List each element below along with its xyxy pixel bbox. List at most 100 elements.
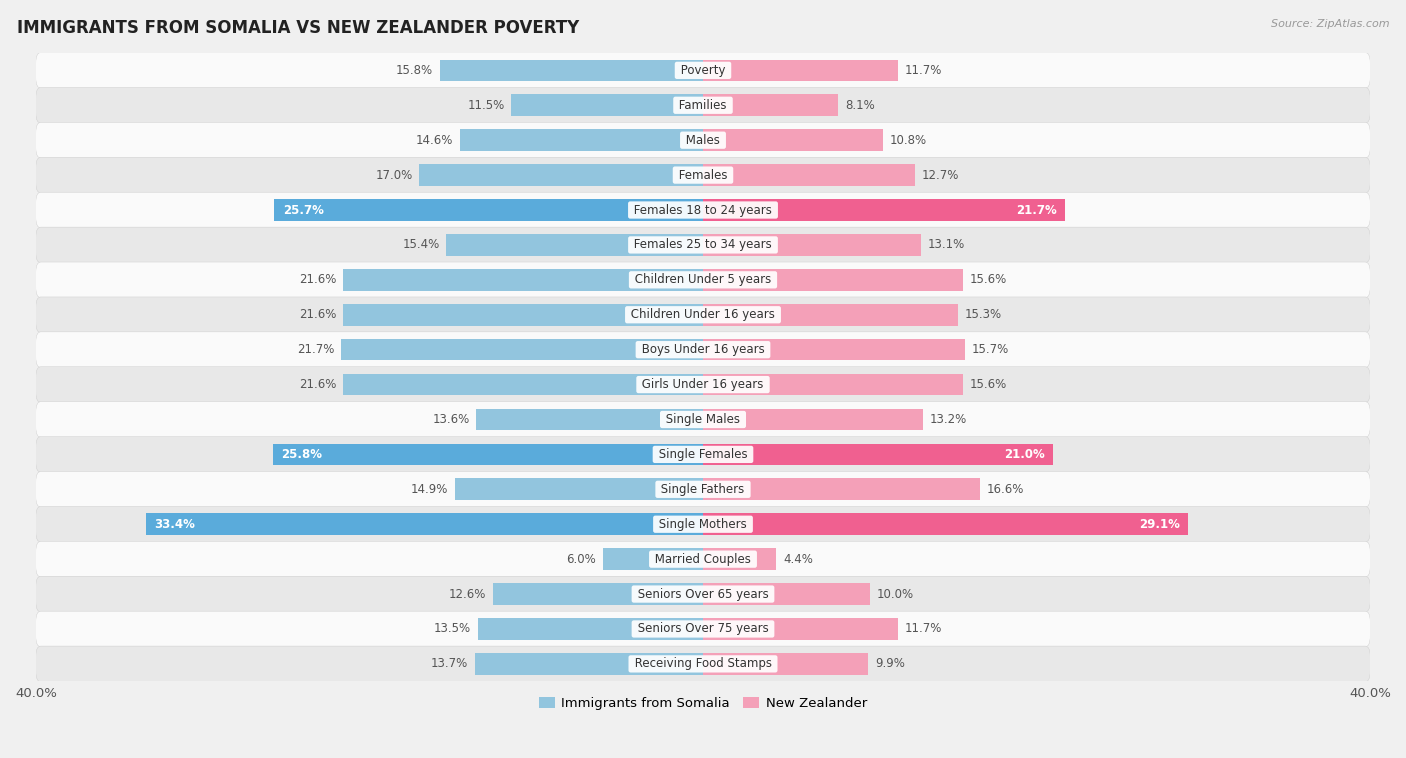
Text: Receiving Food Stamps: Receiving Food Stamps bbox=[631, 657, 775, 670]
Text: Single Females: Single Females bbox=[655, 448, 751, 461]
Text: 14.6%: 14.6% bbox=[416, 133, 453, 147]
FancyBboxPatch shape bbox=[35, 506, 1371, 542]
Bar bbox=[703, 130, 883, 151]
FancyBboxPatch shape bbox=[35, 402, 1371, 437]
Text: 10.0%: 10.0% bbox=[876, 587, 914, 600]
Bar bbox=[273, 443, 703, 465]
Text: Poverty: Poverty bbox=[676, 64, 730, 77]
Bar bbox=[460, 130, 703, 151]
Bar bbox=[703, 653, 868, 675]
FancyBboxPatch shape bbox=[35, 87, 1371, 123]
Text: Children Under 5 years: Children Under 5 years bbox=[631, 274, 775, 287]
Bar bbox=[494, 583, 703, 605]
Bar bbox=[440, 60, 703, 81]
Text: 11.5%: 11.5% bbox=[467, 99, 505, 111]
Text: Males: Males bbox=[682, 133, 724, 147]
Text: 16.6%: 16.6% bbox=[987, 483, 1024, 496]
Legend: Immigrants from Somalia, New Zealander: Immigrants from Somalia, New Zealander bbox=[534, 692, 872, 716]
Text: 21.7%: 21.7% bbox=[1015, 203, 1056, 217]
Text: 25.7%: 25.7% bbox=[283, 203, 323, 217]
Text: Females 25 to 34 years: Females 25 to 34 years bbox=[630, 239, 776, 252]
Text: Seniors Over 75 years: Seniors Over 75 years bbox=[634, 622, 772, 635]
Text: 15.3%: 15.3% bbox=[965, 309, 1002, 321]
Text: Single Males: Single Males bbox=[662, 413, 744, 426]
Text: 21.6%: 21.6% bbox=[298, 274, 336, 287]
Text: Girls Under 16 years: Girls Under 16 years bbox=[638, 378, 768, 391]
Text: 21.0%: 21.0% bbox=[1004, 448, 1045, 461]
Text: 15.6%: 15.6% bbox=[970, 274, 1007, 287]
Text: Children Under 16 years: Children Under 16 years bbox=[627, 309, 779, 321]
FancyBboxPatch shape bbox=[35, 52, 1371, 88]
Bar bbox=[703, 618, 898, 640]
Bar bbox=[703, 548, 776, 570]
Bar bbox=[703, 60, 898, 81]
Text: 14.9%: 14.9% bbox=[411, 483, 449, 496]
Text: 21.6%: 21.6% bbox=[298, 378, 336, 391]
Bar bbox=[703, 513, 1188, 535]
Text: 9.9%: 9.9% bbox=[875, 657, 904, 670]
Bar bbox=[703, 374, 963, 396]
FancyBboxPatch shape bbox=[35, 158, 1371, 193]
Bar bbox=[446, 234, 703, 255]
Bar bbox=[703, 339, 965, 361]
Text: Single Mothers: Single Mothers bbox=[655, 518, 751, 531]
FancyBboxPatch shape bbox=[35, 541, 1371, 577]
Text: 29.1%: 29.1% bbox=[1139, 518, 1180, 531]
Text: 17.0%: 17.0% bbox=[375, 168, 413, 182]
FancyBboxPatch shape bbox=[35, 227, 1371, 263]
Bar bbox=[703, 95, 838, 116]
Bar bbox=[603, 548, 703, 570]
Text: 21.6%: 21.6% bbox=[298, 309, 336, 321]
Text: 10.8%: 10.8% bbox=[890, 133, 927, 147]
Text: Females: Females bbox=[675, 168, 731, 182]
Bar bbox=[419, 164, 703, 186]
Text: 33.4%: 33.4% bbox=[155, 518, 195, 531]
Text: Boys Under 16 years: Boys Under 16 years bbox=[638, 343, 768, 356]
Text: Females 18 to 24 years: Females 18 to 24 years bbox=[630, 203, 776, 217]
Bar bbox=[274, 199, 703, 221]
Bar bbox=[454, 478, 703, 500]
Text: 8.1%: 8.1% bbox=[845, 99, 875, 111]
FancyBboxPatch shape bbox=[35, 367, 1371, 402]
Bar bbox=[703, 409, 924, 431]
FancyBboxPatch shape bbox=[35, 262, 1371, 298]
Text: 11.7%: 11.7% bbox=[905, 64, 942, 77]
FancyBboxPatch shape bbox=[35, 576, 1371, 612]
Text: Source: ZipAtlas.com: Source: ZipAtlas.com bbox=[1271, 19, 1389, 29]
Text: 13.7%: 13.7% bbox=[430, 657, 468, 670]
Bar bbox=[703, 478, 980, 500]
Bar bbox=[703, 269, 963, 290]
Text: 15.6%: 15.6% bbox=[970, 378, 1007, 391]
Text: 15.8%: 15.8% bbox=[395, 64, 433, 77]
Text: 15.4%: 15.4% bbox=[402, 239, 440, 252]
Bar bbox=[703, 164, 915, 186]
Bar bbox=[512, 95, 703, 116]
Bar bbox=[703, 304, 957, 326]
Text: 12.7%: 12.7% bbox=[921, 168, 959, 182]
FancyBboxPatch shape bbox=[35, 646, 1371, 681]
FancyBboxPatch shape bbox=[35, 193, 1371, 228]
FancyBboxPatch shape bbox=[35, 437, 1371, 472]
Bar bbox=[475, 653, 703, 675]
Text: Single Fathers: Single Fathers bbox=[658, 483, 748, 496]
Text: 13.6%: 13.6% bbox=[432, 413, 470, 426]
Bar bbox=[146, 513, 703, 535]
Text: 21.7%: 21.7% bbox=[297, 343, 335, 356]
Text: Seniors Over 65 years: Seniors Over 65 years bbox=[634, 587, 772, 600]
Bar bbox=[477, 409, 703, 431]
FancyBboxPatch shape bbox=[35, 332, 1371, 368]
Bar bbox=[703, 583, 870, 605]
Text: 13.5%: 13.5% bbox=[434, 622, 471, 635]
Text: 11.7%: 11.7% bbox=[905, 622, 942, 635]
Bar bbox=[703, 199, 1064, 221]
FancyBboxPatch shape bbox=[35, 122, 1371, 158]
FancyBboxPatch shape bbox=[35, 471, 1371, 507]
Bar bbox=[342, 339, 703, 361]
Text: 6.0%: 6.0% bbox=[567, 553, 596, 565]
FancyBboxPatch shape bbox=[35, 611, 1371, 647]
Bar bbox=[478, 618, 703, 640]
Text: Married Couples: Married Couples bbox=[651, 553, 755, 565]
Bar bbox=[343, 304, 703, 326]
Bar bbox=[343, 269, 703, 290]
Text: 13.2%: 13.2% bbox=[929, 413, 967, 426]
